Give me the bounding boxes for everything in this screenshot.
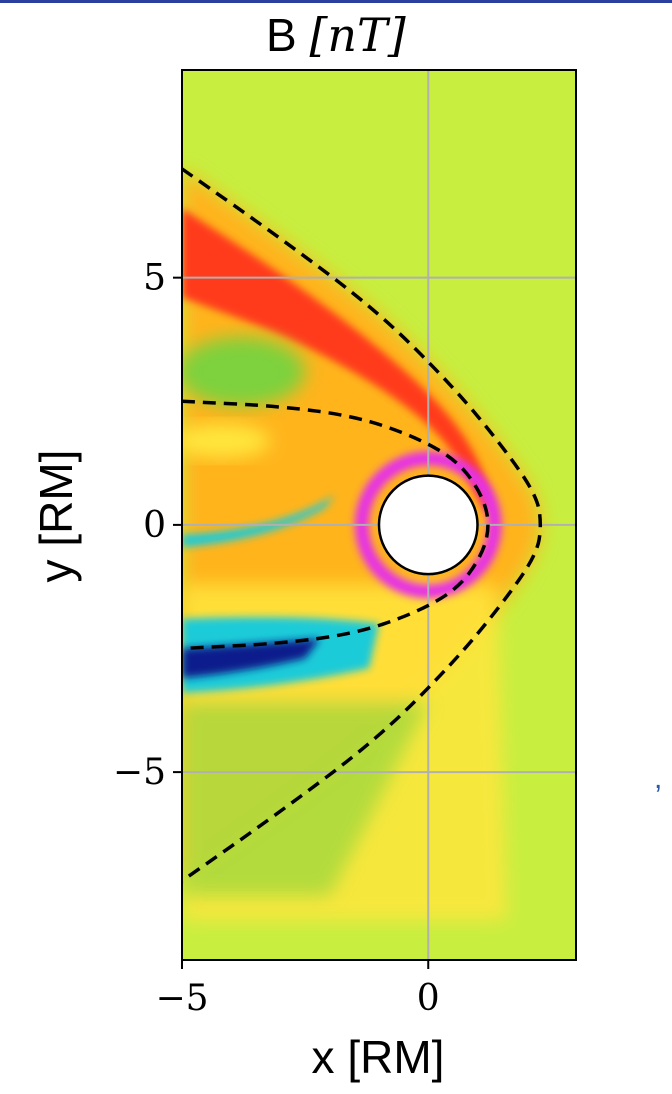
y-tick-label: 5 bbox=[143, 258, 166, 299]
boundary-curves bbox=[182, 167, 543, 883]
chart-title-prefix: B bbox=[266, 9, 310, 61]
south-green-patch bbox=[182, 702, 429, 896]
y-tick-label: −5 bbox=[113, 752, 166, 793]
axis-ticks: −5 0 5 0 −5 bbox=[113, 258, 440, 1019]
north-yellow-patch bbox=[182, 423, 271, 459]
y-tick-label: 0 bbox=[143, 505, 166, 546]
x-axis-label: x [RM] bbox=[311, 1031, 445, 1083]
chart-title-unit: [nT] bbox=[309, 8, 406, 62]
magnetopause-curve bbox=[182, 399, 490, 651]
plot-frame bbox=[181, 69, 577, 961]
planet-circle bbox=[377, 474, 479, 576]
magnetic-field-heatmap bbox=[182, 70, 576, 960]
bow-shock-curve bbox=[182, 167, 543, 883]
x-tick-label: −5 bbox=[155, 978, 208, 1019]
north-lobe-patch bbox=[182, 337, 306, 407]
top-border-line bbox=[0, 0, 672, 3]
x-tick-label: 0 bbox=[417, 978, 440, 1019]
chart-title: B [nT] bbox=[266, 8, 406, 62]
current-sheet-streak bbox=[182, 495, 335, 548]
planet-disk bbox=[377, 474, 479, 576]
compression-band bbox=[182, 208, 491, 513]
clipped-text-comma: , bbox=[654, 762, 663, 795]
